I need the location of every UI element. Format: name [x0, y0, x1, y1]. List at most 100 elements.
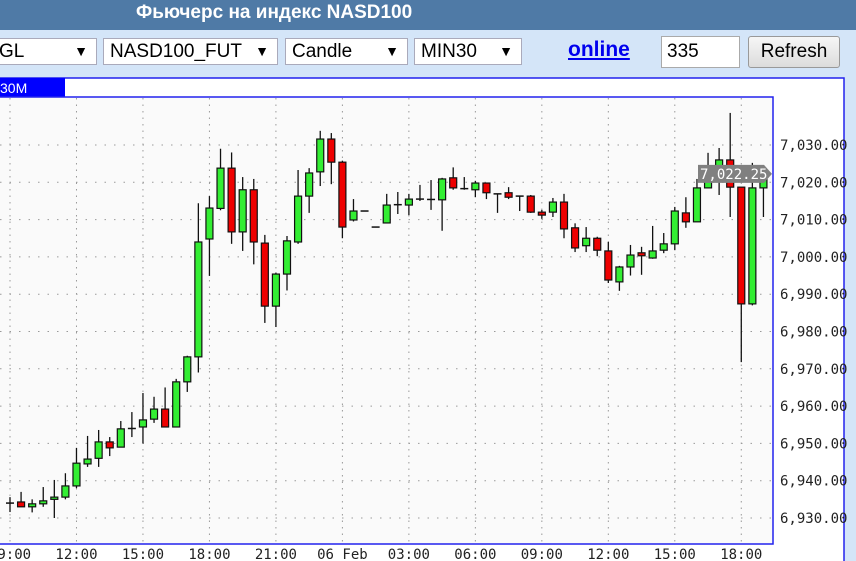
- y-tick-label: 6,990.00: [780, 287, 847, 303]
- candle-body: [183, 356, 192, 383]
- x-tick-label: 18:00: [188, 547, 230, 561]
- plot-area: [0, 96, 774, 545]
- x-tick-label: 09:00: [0, 547, 31, 561]
- candle-body: [194, 241, 203, 358]
- candle-body: [559, 201, 569, 230]
- last-price-tag: [698, 164, 772, 183]
- candle-body: [116, 428, 125, 448]
- candle-body: [172, 381, 181, 428]
- dropdown-arrow-icon: ▼: [385, 43, 399, 59]
- candle-body: [327, 138, 336, 163]
- y-tick-label: 6,940.00: [780, 474, 847, 490]
- account-select-value: GL: [0, 41, 25, 62]
- refresh-button[interactable]: Refresh: [748, 36, 840, 68]
- candle-body: [149, 408, 159, 420]
- chart-tab[interactable]: [0, 78, 65, 97]
- candle-body: [692, 187, 702, 223]
- candle-body: [681, 212, 690, 223]
- candle-body: [737, 186, 746, 305]
- candle-body: [271, 273, 281, 307]
- candle-body: [39, 500, 48, 505]
- candle-body: [282, 240, 292, 275]
- symbol-select[interactable]: NASD100_FUT ▼: [103, 38, 278, 65]
- title-bar: Фьючерс на индекс NASD100: [0, 0, 856, 30]
- candle-body: [28, 503, 37, 508]
- candle-body: [504, 192, 513, 198]
- candle-body: [659, 243, 668, 251]
- online-link[interactable]: online: [568, 38, 630, 61]
- candle-body: [72, 462, 81, 487]
- candle-body: [161, 408, 170, 428]
- candle-body: [216, 167, 225, 210]
- candle-body: [570, 227, 580, 249]
- chart-type-value: Candle: [292, 41, 353, 62]
- candle-body: [548, 201, 558, 213]
- page-title: Фьючерс на индекс NASD100: [136, 2, 413, 23]
- candle-body: [615, 266, 624, 283]
- chart-tab-label: 30M: [0, 80, 27, 96]
- x-tick-label: 06 Feb: [317, 547, 368, 561]
- candle-body: [83, 458, 92, 465]
- candle-body: [105, 441, 114, 449]
- x-tick-label: 18:00: [720, 547, 762, 561]
- candle-body: [50, 496, 59, 500]
- candle-body: [205, 207, 214, 240]
- y-tick-label: 7,010.00: [780, 213, 847, 229]
- candle-body: [404, 198, 413, 206]
- candle-body: [138, 419, 148, 428]
- candle-body: [349, 210, 358, 221]
- candle-body: [338, 161, 347, 228]
- x-tick-label: 21:00: [255, 547, 297, 561]
- candle-body: [626, 254, 635, 268]
- x-tick-label: 15:00: [654, 547, 696, 561]
- candle-body: [670, 210, 679, 245]
- dropdown-arrow-icon: ▼: [499, 43, 513, 59]
- symbol-select-value: NASD100_FUT: [110, 41, 242, 62]
- candle-body: [637, 252, 646, 257]
- candle-body: [604, 250, 613, 281]
- x-tick-label: 03:00: [388, 547, 430, 561]
- chart-type-select[interactable]: Candle ▼: [285, 38, 408, 65]
- y-tick-label: 6,950.00: [780, 436, 847, 452]
- y-tick-label: 6,960.00: [780, 399, 847, 415]
- x-tick-label: 12:00: [55, 547, 97, 561]
- candle-body: [648, 250, 657, 259]
- candle-body: [593, 237, 602, 251]
- candle-body: [482, 182, 491, 194]
- candle-body: [526, 195, 535, 213]
- account-select[interactable]: GL ▼: [0, 38, 97, 65]
- candle-body: [249, 189, 258, 243]
- interval-select[interactable]: MIN30 ▼: [414, 38, 522, 65]
- candle-body: [537, 211, 546, 216]
- x-tick-label: 09:00: [521, 547, 563, 561]
- candle-body: [16, 501, 26, 508]
- candle-body: [227, 167, 236, 233]
- candle-body: [316, 138, 325, 173]
- candle-body: [449, 177, 458, 189]
- y-tick-label: 6,930.00: [780, 511, 847, 527]
- y-tick-label: 6,970.00: [780, 362, 847, 378]
- candle-body: [582, 237, 591, 247]
- y-tick-label: 7,000.00: [780, 250, 847, 266]
- candle-body: [94, 441, 103, 459]
- dropdown-arrow-icon: ▼: [255, 43, 269, 59]
- candle-body: [748, 187, 757, 305]
- candle-body: [260, 242, 269, 307]
- bars-count-input[interactable]: [661, 36, 740, 68]
- candle-body: [382, 204, 391, 224]
- candle-body: [293, 195, 303, 243]
- x-tick-label: 06:00: [454, 547, 496, 561]
- y-tick-label: 7,020.00: [780, 175, 847, 191]
- candle-body: [305, 172, 314, 197]
- last-price-label: 7,022.25: [700, 167, 767, 183]
- x-tick-label: 15:00: [122, 547, 164, 561]
- candle-body: [238, 189, 247, 233]
- candle-body: [438, 178, 447, 201]
- y-tick-label: 6,980.00: [780, 325, 847, 341]
- dropdown-arrow-icon: ▼: [74, 43, 88, 59]
- candle-body: [61, 485, 70, 498]
- x-tick-label: 12:00: [587, 547, 629, 561]
- interval-value: MIN30: [421, 41, 477, 62]
- candle-body: [471, 182, 480, 191]
